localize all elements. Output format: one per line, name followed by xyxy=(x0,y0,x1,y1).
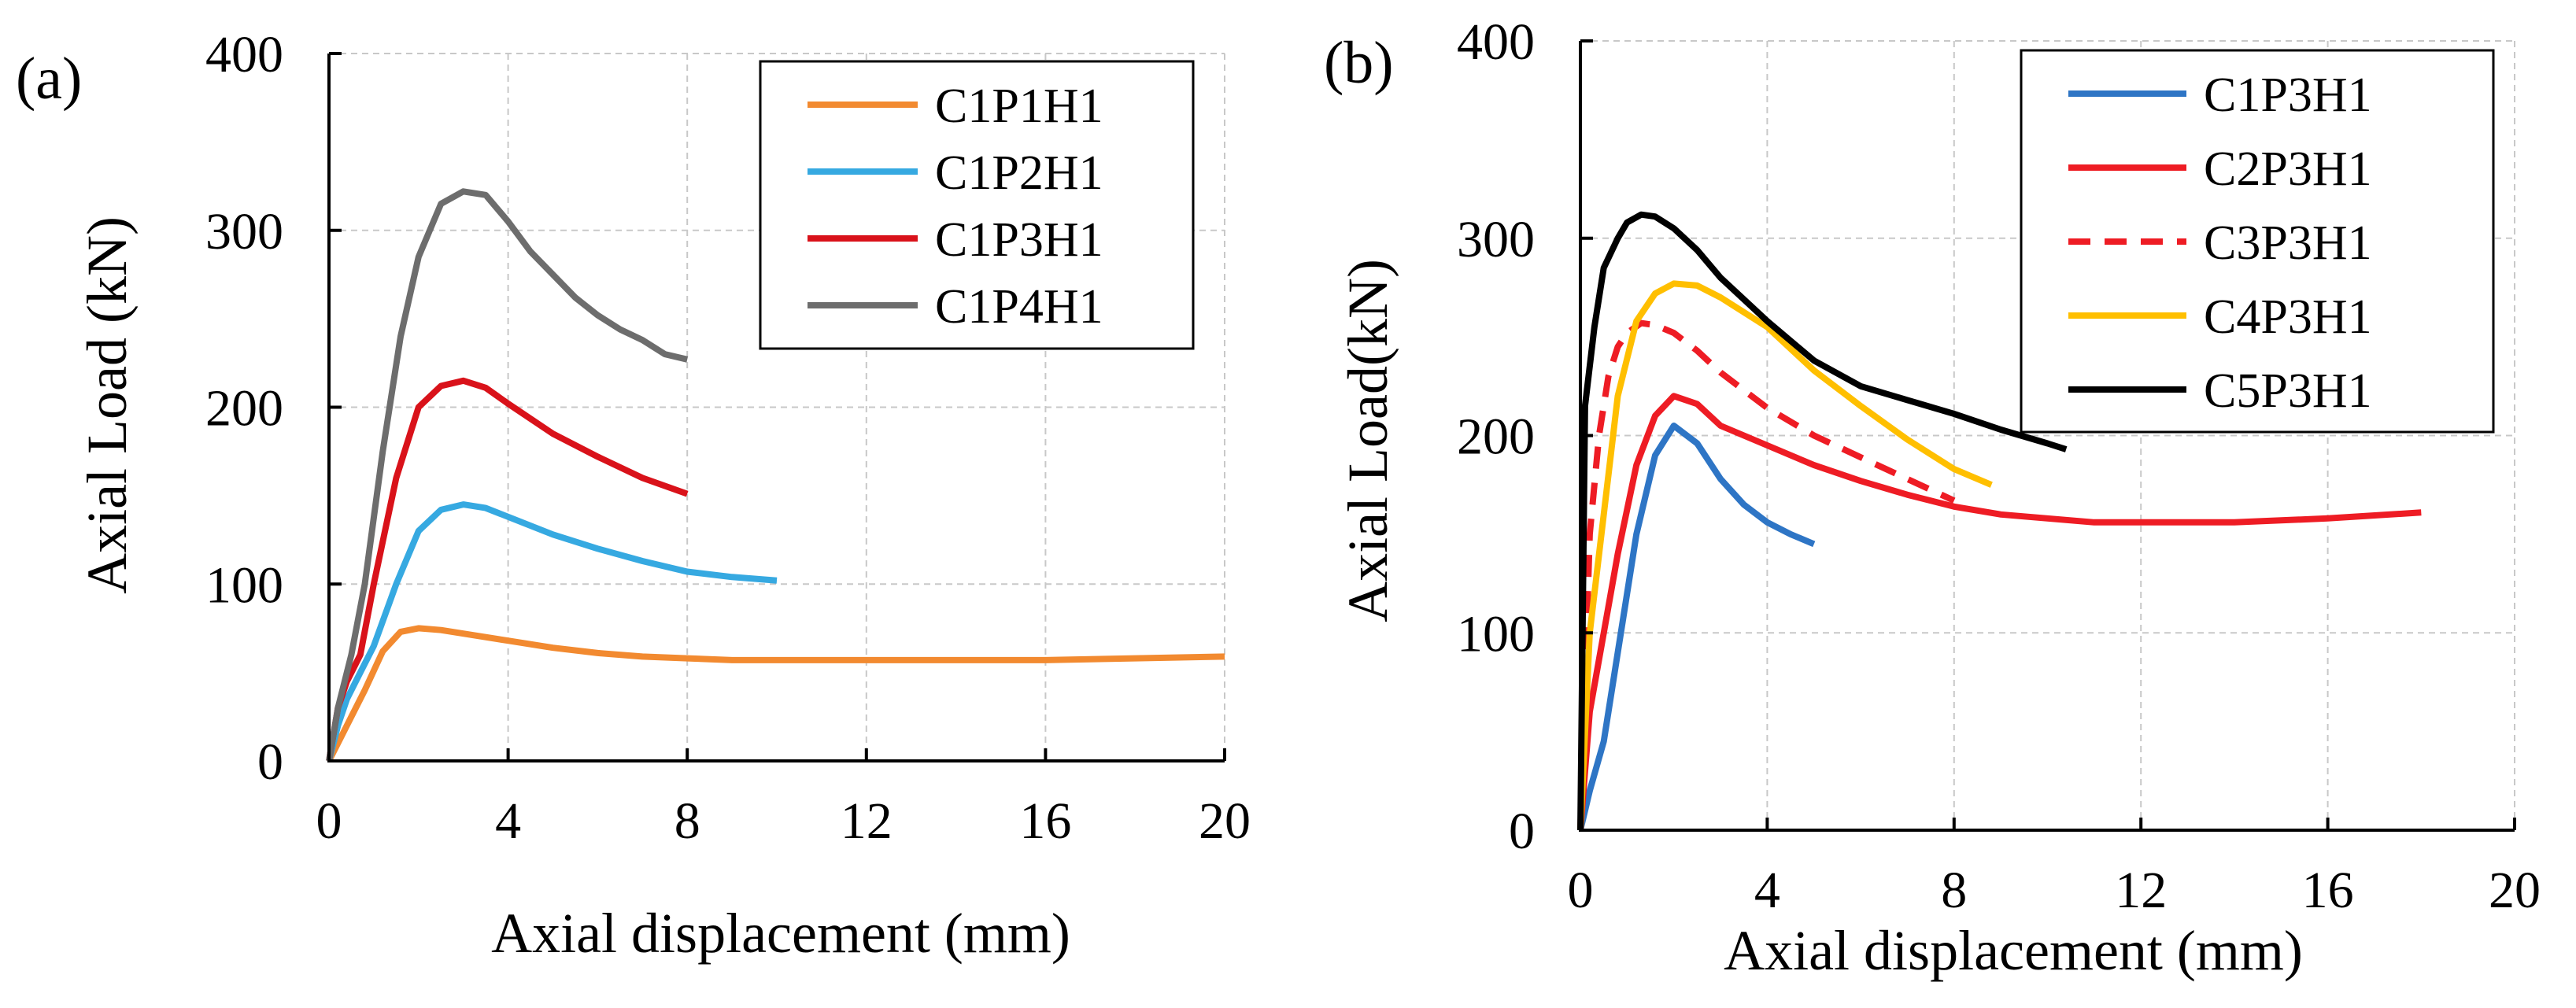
y-axis-title-a: Axial Load (kN) xyxy=(76,216,139,594)
y-axis-title-b: Axial Load(kN) xyxy=(1336,259,1399,622)
x-tick-label-a: 4 xyxy=(495,792,521,850)
legend-a: C1P1H1 C1P2H1 C1P3H1 C1P4H1 xyxy=(759,60,1195,350)
legend-label-c1p4h1-a: C1P4H1 xyxy=(935,280,1103,334)
panel-label-b: (b) xyxy=(1324,30,1394,96)
gridlines-a xyxy=(329,53,1225,761)
series-line-c1p1h1-a xyxy=(326,625,1225,762)
legend-label-c1p2h1-a: C1P2H1 xyxy=(935,146,1103,200)
series-line-c1p4h1-a xyxy=(326,188,689,762)
legend-label-c1p3h1-b: C1P3H1 xyxy=(2204,68,2372,122)
legend-b: C1P3H1 C2P3H1 C3P3H1 C4P3H1 C5P3H1 xyxy=(2020,49,2495,434)
y-tick-label-b: 400 xyxy=(1457,13,1535,71)
x-tick-label-a: 0 xyxy=(316,792,342,850)
series-line-c1p3h1-b xyxy=(1577,423,1816,831)
series-line-c2p3h1-b xyxy=(1577,393,2422,831)
y-tick-label-a: 200 xyxy=(205,380,283,438)
y-tick-label-a: 300 xyxy=(205,203,283,260)
x-tick-label-a: 20 xyxy=(1199,792,1251,850)
series-line-c4p3h1-b xyxy=(1577,280,1993,831)
x-tick-label-b: 0 xyxy=(1568,862,1594,919)
legend-label-c4p3h1-b: C4P3H1 xyxy=(2204,290,2372,344)
series-layer-a xyxy=(326,188,1225,762)
y-tick-label-a: 100 xyxy=(205,556,283,614)
legend-label-c5p3h1-b: C5P3H1 xyxy=(2204,364,2372,418)
x-axis-title-a: Axial displacement (mm) xyxy=(491,902,1070,965)
series-line-c1p3h1-a xyxy=(326,377,689,762)
y-tick-label-a: 0 xyxy=(257,733,283,791)
y-tick-label-b: 200 xyxy=(1457,408,1535,466)
y-tick-label-a: 400 xyxy=(205,26,283,83)
x-tick-label-b: 20 xyxy=(2489,862,2541,919)
legend-label-c1p3h1-a: C1P3H1 xyxy=(935,213,1103,267)
x-axis-title-b: Axial displacement (mm) xyxy=(1724,919,2303,982)
series-line-c5p3h1-b xyxy=(1577,211,2068,831)
series-line-c1p2h1-a xyxy=(326,501,778,762)
legend-label-c2p3h1-b: C2P3H1 xyxy=(2204,142,2372,196)
y-tick-label-b: 100 xyxy=(1457,605,1535,663)
series-layer-b xyxy=(1577,211,2422,831)
panel-label-a: (a) xyxy=(16,46,82,112)
x-tick-label-a: 8 xyxy=(674,792,700,850)
x-tick-label-b: 4 xyxy=(1754,862,1780,919)
x-tick-label-b: 12 xyxy=(2115,862,2167,919)
y-tick-label-b: 0 xyxy=(1509,803,1535,860)
legend-box-a xyxy=(759,60,1195,350)
x-tick-label-b: 8 xyxy=(1941,862,1967,919)
legend-label-c3p3h1-b: C3P3H1 xyxy=(2204,216,2372,270)
series-line-c3p3h1-b xyxy=(1577,319,1956,831)
y-tick-label-b: 300 xyxy=(1457,211,1535,268)
legend-label-c1p1h1-a: C1P1H1 xyxy=(935,79,1103,133)
x-tick-label-a: 12 xyxy=(841,792,893,850)
legend-box-b xyxy=(2020,49,2495,434)
x-tick-label-a: 16 xyxy=(1019,792,1071,850)
x-tick-label-b: 16 xyxy=(2302,862,2354,919)
